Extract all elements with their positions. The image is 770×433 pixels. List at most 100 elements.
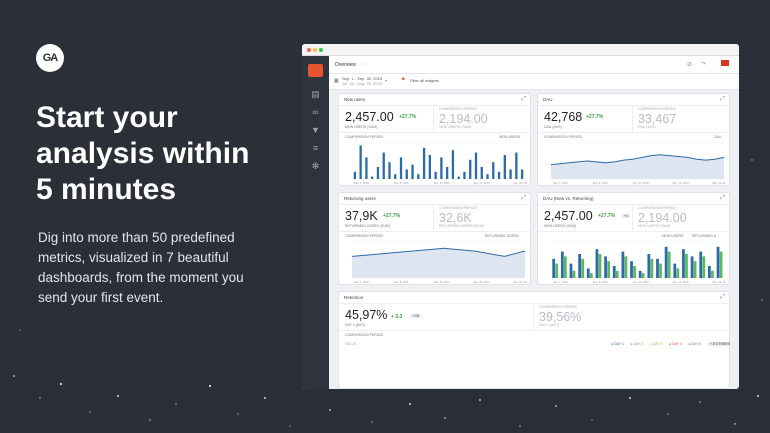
new-users-chart: Sep. 1, 2015 Sep. 8, 2015 Sep. 15, 2015 Sep…	[352, 142, 527, 185]
headline-line-2: analysis within	[36, 137, 250, 170]
x-tick-label: Sep. 29, 2015	[712, 280, 726, 284]
bar-returning-users	[676, 268, 680, 278]
share-icon[interactable]: ⊘	[687, 62, 693, 68]
x-tick-label: Sep. 29, 2015	[712, 181, 726, 185]
expand-icon[interactable]: ⤢	[521, 195, 526, 201]
date-range[interactable]: Sep. 1 - Sep. 30, 2015	[342, 76, 383, 81]
legend-day-1[interactable]: ● DAY 1	[611, 342, 624, 346]
section-title[interactable]: Overview	[335, 62, 356, 68]
comparison-title: COMPARISON PERIOD	[439, 107, 478, 111]
metric-delta: +27.7%	[586, 114, 604, 120]
legend-comparison[interactable]: COMPARISON PERIOD	[345, 135, 384, 139]
bar-new-users	[673, 263, 677, 278]
funnel-icon[interactable]: ▼	[311, 125, 320, 135]
bar-returning-users	[685, 254, 688, 278]
date-dropdown-icon[interactable]: ▾	[385, 78, 388, 83]
filter-label[interactable]: Filter all widgets	[410, 78, 439, 83]
card-dau-new-vs-returning: DAU (New vs. Returning) ⤢ 2,457.00 +27.7…	[537, 192, 730, 285]
bar-returning-users	[641, 273, 645, 278]
series-line	[550, 154, 725, 166]
card-new-users: New users ⤢ 2,457.00 +27.7% NEW USERS (S…	[338, 93, 531, 186]
headline: Start your analysis within 5 minutes	[36, 100, 286, 208]
card-dau: DAU ⤢ 42,768 +27.7% DAU (AVG) COMPARISON…	[537, 93, 730, 186]
bar	[353, 171, 357, 179]
bar	[365, 157, 368, 179]
bar-new-users	[664, 246, 668, 278]
comparison-title: COMPARISON PERIOD	[638, 107, 677, 111]
company-logo[interactable]: GA	[36, 44, 64, 72]
dau-new-vs-returning-chart: Sep. 1, 2015 Sep. 8, 2015 Sep. 15, 2015 Sep…	[551, 241, 726, 284]
gear-icon[interactable]: ✻	[311, 161, 320, 171]
bar-returning-users	[572, 270, 576, 278]
bar-new-users	[699, 251, 703, 278]
bar-new-users	[630, 261, 633, 278]
bar-new-users	[569, 263, 573, 278]
x-tick-label: Sep. 1, 2015	[354, 181, 369, 185]
legend-new-users[interactable]: NEW USERS	[662, 234, 684, 238]
legend-series[interactable]: RETURNING USERS	[485, 234, 519, 238]
settings-menu-icon[interactable]: ⤳	[701, 61, 706, 67]
legend-day-4[interactable]: ● DAY 4	[669, 342, 682, 346]
x-tick-label: Sep. 8, 2015	[394, 280, 409, 284]
legend-others[interactable]: + 5 OTHERS	[707, 342, 733, 346]
bar-new-users	[707, 266, 711, 278]
legend-day-3[interactable]: ● DAY 3	[649, 342, 663, 346]
comparison-title: COMPARISON PERIOD	[638, 206, 677, 210]
comparison-label: NEW USERS (SUM)	[638, 224, 671, 228]
comparison-value: 32,6K	[439, 211, 472, 225]
bar-new-users	[578, 254, 582, 278]
close-window-button[interactable]	[307, 48, 311, 52]
metric-delta: +27.7%	[399, 114, 417, 120]
calendar-icon[interactable]: ▦	[334, 78, 339, 84]
legend-returning-users[interactable]: RETURNING U...	[692, 234, 720, 238]
bar-new-users	[682, 249, 685, 278]
dashboard-icon[interactable]: ▤	[311, 89, 320, 99]
maximize-window-button[interactable]	[319, 48, 323, 52]
comparison-label: DAY 1 (AVG)	[539, 323, 560, 327]
metric-value: 37,9K	[345, 209, 378, 223]
bar	[451, 150, 455, 179]
binoculars-icon[interactable]: ∞	[312, 107, 319, 117]
bar-returning-users	[693, 261, 697, 278]
bar-new-users	[604, 256, 607, 278]
bar	[445, 167, 449, 179]
bar-returning-users	[589, 273, 593, 278]
window-titlebar	[302, 44, 739, 56]
bar	[376, 167, 380, 179]
expand-icon[interactable]: ⤢	[720, 96, 725, 102]
legend-series[interactable]: NEW USERS	[499, 135, 521, 139]
legend-series[interactable]: DAU	[714, 135, 722, 139]
bar-returning-users	[555, 263, 559, 278]
legend-comparison[interactable]: COMPARISON PERIOD	[544, 135, 583, 139]
expand-icon[interactable]: ⤢	[521, 96, 526, 102]
legend-comparison[interactable]: COMPARISON PERIOD	[345, 234, 384, 238]
minimize-window-button[interactable]	[313, 48, 317, 52]
bar-new-users	[656, 258, 659, 278]
bar	[492, 162, 495, 179]
gamepad-icon[interactable]	[308, 64, 323, 77]
x-tick-label: Sep. 29, 2015	[513, 280, 527, 284]
comparison-value: 33,467	[638, 112, 677, 126]
comparison-label: DAU (AVG)	[638, 125, 656, 129]
expand-icon[interactable]: ⤢	[720, 195, 725, 201]
area-fill	[551, 154, 724, 179]
x-tick-label: Sep. 22, 2015	[672, 181, 689, 185]
legend-comparison[interactable]: COMPARISON PERIOD	[345, 333, 384, 337]
expand-icon[interactable]: ⤢	[720, 294, 725, 300]
chevron-down-icon[interactable]: ⌵	[361, 61, 365, 67]
bar-returning-users	[624, 256, 628, 278]
legend-day-2[interactable]: ● DAY 2	[630, 342, 644, 346]
flag-icon[interactable]	[721, 60, 729, 66]
bar	[486, 174, 489, 179]
card-title: DAU (New vs. Returning)	[543, 196, 594, 201]
metric-value: 45,97%	[345, 308, 388, 322]
card-title: Returning users	[344, 196, 376, 201]
metric-delta: +27.7%	[598, 213, 616, 219]
bar-returning-users	[650, 258, 654, 278]
filter-icon[interactable]: ⚑	[401, 77, 406, 83]
bar-new-users	[638, 270, 642, 278]
legend-day-5[interactable]: ● DAY 5	[688, 342, 702, 346]
bar-returning-users	[633, 266, 636, 278]
list-icon[interactable]: ≡	[312, 143, 319, 153]
